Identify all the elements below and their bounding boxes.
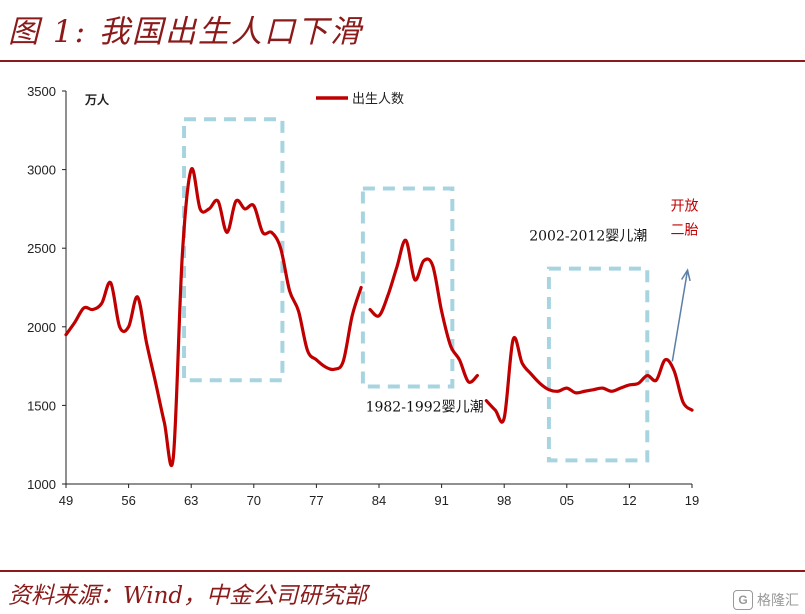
x-tick-label: 70 [247, 493, 261, 508]
watermark-logo-icon: G [733, 590, 753, 610]
figure-title: 图 1: 我国出生人口下滑 [8, 14, 363, 50]
x-tick-label: 05 [560, 493, 574, 508]
annotation-text-two-child: 开放 [671, 198, 699, 214]
y-tick-label: 1500 [27, 398, 56, 413]
annotation-box [546, 266, 650, 463]
series-line-segment [64, 167, 363, 468]
annotation-text-two-child: 二胎 [671, 222, 699, 238]
annotation-box [182, 117, 285, 383]
unit-label: 万人 [84, 92, 110, 107]
x-tick-label: 98 [497, 493, 511, 508]
chart-axes: 1000 1500 2000 2500 3000 3500 49 56 63 70 77 84 91 98… [27, 84, 699, 508]
x-tick-label: 12 [622, 493, 636, 508]
series-lines [64, 167, 694, 468]
x-tick-label: 63 [184, 493, 198, 508]
x-tick-label: 84 [372, 493, 386, 508]
y-tick-label: 3000 [27, 163, 56, 178]
watermark: G 格隆汇 [733, 590, 799, 610]
annotation-text-1982-1992: 1982-1992婴儿潮 [366, 400, 484, 416]
x-tick-label: 91 [434, 493, 448, 508]
chart-legend: 出生人数 [316, 91, 404, 106]
y-tick-label: 2000 [27, 320, 56, 335]
x-tick-label: 77 [309, 493, 323, 508]
series-line-segment [484, 335, 694, 424]
legend-label: 出生人数 [352, 91, 404, 106]
series-line-segment [368, 238, 479, 384]
y-tick-label: 1000 [27, 477, 56, 492]
y-tick-label: 3500 [27, 84, 56, 99]
annotation-arrow [671, 270, 689, 362]
watermark-text: 格隆汇 [757, 592, 799, 608]
source-rule [0, 570, 805, 572]
annotation-arrowhead [681, 268, 691, 282]
annotation-box [360, 186, 455, 389]
annotation-text-2002-2012: 2002-2012婴儿潮 [529, 228, 647, 244]
x-tick-label: 19 [685, 493, 699, 508]
x-tick-label: 56 [121, 493, 135, 508]
y-tick-label: 2500 [27, 241, 56, 256]
title-rule [0, 60, 805, 62]
source-note: 资料来源：Wind，中金公司研究部 [8, 583, 368, 609]
x-tick-label: 49 [59, 493, 73, 508]
